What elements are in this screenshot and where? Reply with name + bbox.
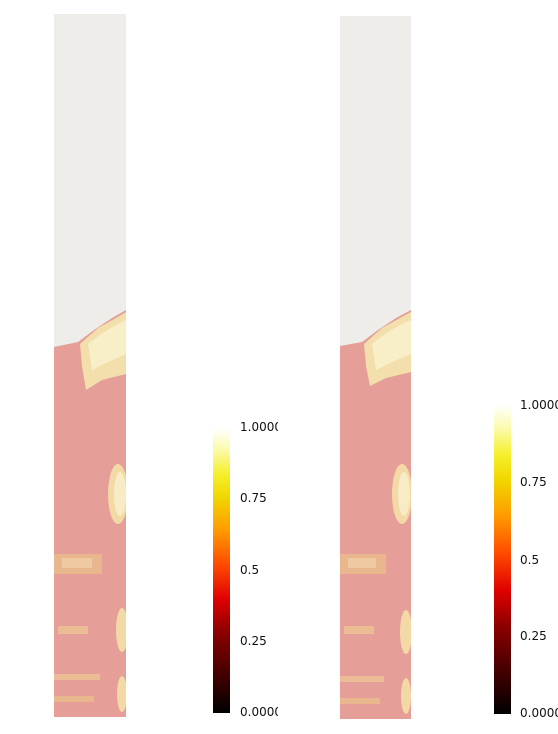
colorbar-tick-05: 0.5 (520, 554, 540, 566)
band-3 (340, 676, 384, 682)
band-2 (58, 626, 88, 634)
bubble-3 (117, 676, 126, 712)
colorbar-tick-min: 0.0000 (520, 707, 558, 719)
band-4 (54, 696, 94, 702)
filled-phase-region (340, 310, 411, 719)
band-1-light (62, 558, 92, 568)
filled-phase-region (54, 310, 126, 717)
phase-field-plot (54, 14, 126, 717)
bubble-1-core (398, 472, 410, 516)
bubble-2 (116, 608, 126, 652)
colorbar-tick-max: 1.0000 (240, 421, 278, 433)
phase-field-plot (340, 16, 411, 719)
bubble-1-core (114, 472, 126, 516)
band-1-light (348, 558, 376, 568)
band-4 (340, 698, 380, 704)
band-3 (54, 674, 100, 680)
bubble-3 (401, 678, 411, 714)
colorbar-tick-05: 0.5 (240, 564, 260, 576)
colorbar-tick-max: 1.0000 (520, 399, 558, 411)
colorbar-tick-025: 0.25 (520, 630, 547, 642)
bubble-2 (400, 610, 411, 654)
colorbar-tick-075: 0.75 (240, 492, 267, 504)
colorbar (213, 428, 230, 713)
left-render-view: 1.0000 0.75 0.5 0.25 0.0000 (54, 14, 278, 718)
colorbar (494, 405, 511, 714)
colorbar-tick-025: 0.25 (240, 635, 267, 647)
colorbar-tick-075: 0.75 (520, 476, 547, 488)
interface-spike-core (372, 320, 411, 370)
colorbar-tick-min: 0.0000 (240, 706, 278, 718)
right-render-view: 1.0000 0.75 0.5 0.25 0.0000 (287, 0, 558, 734)
band-2 (344, 626, 374, 634)
interface-spike-core (88, 320, 126, 370)
